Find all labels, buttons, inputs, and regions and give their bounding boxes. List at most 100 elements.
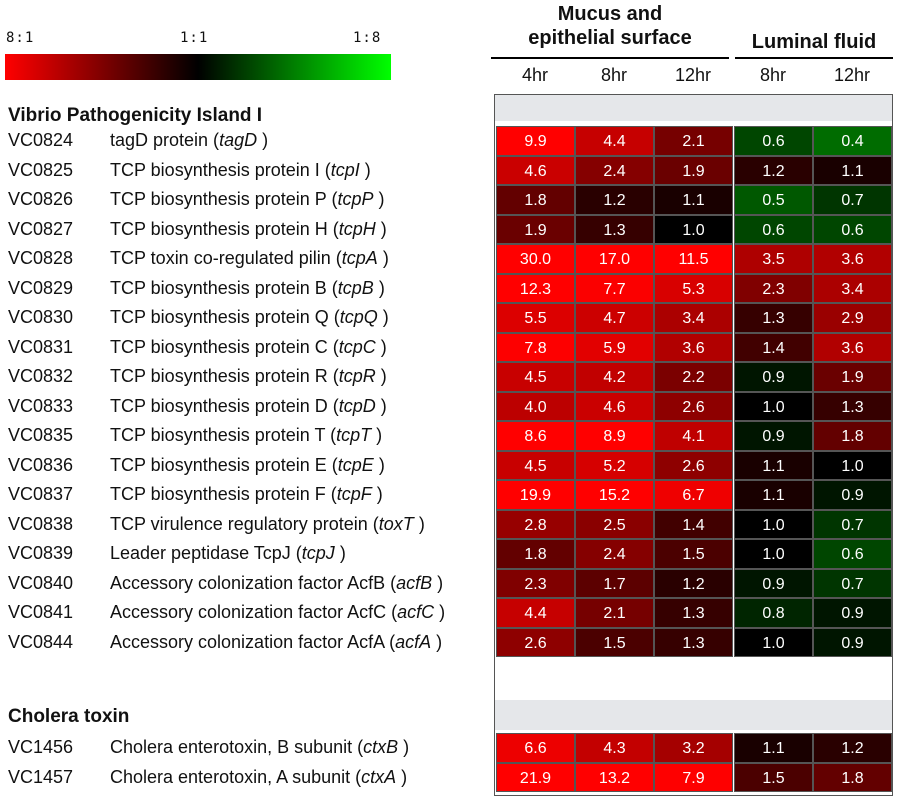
row-description: Cholera enterotoxin, B subunit (ctxB )	[110, 737, 410, 757]
row-description-text: TCP biosynthesis protein F (	[110, 484, 337, 504]
row-gene-symbol: tcpD	[338, 395, 376, 416]
row-gene-id: VC0837	[8, 484, 74, 504]
row-description-text: Cholera enterotoxin, A subunit (	[110, 766, 362, 787]
row-gene-id: VC0826	[8, 189, 74, 209]
heatmap-cell: 0.4	[813, 126, 892, 156]
row-description: TCP biosynthesis protein F (tcpF )	[110, 484, 383, 504]
row-gene-id: VC0836	[8, 454, 74, 475]
row-gene-id: VC0840	[8, 572, 74, 593]
heatmap-cell: 13.2	[575, 762, 654, 792]
legend-right-label: 1:8	[353, 30, 382, 46]
row-gene-id: VC0844	[8, 631, 74, 652]
row-description-text: TCP biosynthesis protein Q (	[110, 307, 340, 327]
heatmap-cell: 4.6	[575, 391, 654, 421]
heatmap-cell: 2.2	[654, 362, 733, 392]
heatmap-cell: 0.6	[813, 539, 892, 569]
heatmap-cell: 1.5	[654, 539, 733, 569]
heatmap-cell: 1.2	[813, 733, 892, 763]
row-description: TCP biosynthesis protein T (tcpT )	[110, 425, 383, 445]
row-gene-symbol: tcpC	[338, 336, 376, 357]
row-description: Accessory colonization factor AcfC (acfC…	[110, 602, 446, 622]
row-description: TCP biosynthesis protein C (tcpC )	[110, 336, 387, 357]
row-gene-symbol: tcpB	[337, 277, 374, 298]
row-description: TCP toxin co-regulated pilin (tcpA )	[110, 248, 389, 268]
row-description-text: TCP virulence regulatory protein (	[110, 513, 379, 534]
legend-gradient-bar	[5, 54, 391, 80]
row-description-text: TCP biosynthesis protein T (	[110, 425, 337, 445]
heatmap-cell: 4.0	[496, 391, 575, 421]
heatmap-cell: 4.2	[575, 362, 654, 392]
heatmap-cell: 1.7	[575, 568, 654, 598]
heatmap-cell: 6.6	[496, 733, 575, 763]
heatmap-cell: 0.9	[734, 421, 813, 451]
row-gene-id: VC0827	[8, 218, 74, 239]
heatmap-cell: 0.6	[813, 214, 892, 244]
row-gene-id: VC0839	[8, 543, 74, 563]
heatmap-cell: 0.6	[734, 126, 813, 156]
heatmap-cell: 7.9	[654, 762, 733, 792]
row-description-text: TCP biosynthesis protein R (	[110, 366, 339, 386]
row-gene-symbol: acfC	[397, 602, 435, 622]
time-label: 8hr	[759, 65, 786, 85]
group-header-mucus-line2: epithelial surface	[528, 27, 692, 49]
heatmap-cell: 1.0	[734, 391, 813, 421]
heatmap-cell: 3.4	[654, 303, 733, 333]
heatmap-cell: 4.7	[575, 303, 654, 333]
heatmap-cell: 1.8	[496, 185, 575, 215]
section-title-cholera: Cholera toxin	[8, 706, 130, 727]
row-gene-id: VC1456	[8, 737, 74, 757]
heatmap-cell: 1.1	[734, 480, 813, 510]
row-description-text: tagD protein (	[110, 130, 220, 150]
row-description: TCP virulence regulatory protein (toxT )	[110, 513, 425, 534]
row-gene-id: VC0835	[8, 425, 74, 445]
heatmap-cell: 2.6	[654, 450, 733, 480]
heatmap-cell: 2.6	[496, 627, 575, 657]
row-gene-symbol: ctxA	[361, 766, 397, 787]
row-description: Accessory colonization factor AcfB (acfB…	[110, 572, 444, 593]
heatmap-cell: 2.1	[575, 598, 654, 628]
heatmap-cell: 17.0	[575, 244, 654, 274]
heatmap-cell: 4.3	[575, 733, 654, 763]
row-gene-symbol: tcpI	[330, 159, 360, 180]
heatmap-cell: 7.8	[496, 332, 575, 362]
row-description-text: TCP biosynthesis protein D (	[110, 395, 339, 416]
row-gene-id: VC0831	[8, 336, 74, 357]
row-description: Leader peptidase TcpJ (tcpJ )	[110, 543, 346, 563]
group-header-luminal: Luminal fluid	[751, 31, 877, 53]
heatmap-cell: 21.9	[496, 762, 575, 792]
heatmap-cell: 8.6	[496, 421, 575, 451]
row-description: TCP biosynthesis protein I (tcpI )	[110, 159, 371, 180]
heatmap-cell: 1.2	[575, 185, 654, 215]
group-header-mucus-line1: Mucus and	[557, 3, 663, 25]
heatmap-cell: 2.8	[496, 509, 575, 539]
section-title-vpi: Vibrio Pathogenicity Island I	[8, 105, 263, 126]
heatmap-cell: 1.9	[654, 155, 733, 185]
heatmap-cell: 15.2	[575, 480, 654, 510]
row-description-text: Leader peptidase TcpJ (	[110, 543, 302, 563]
heatmap-cell: 1.8	[496, 539, 575, 569]
row-gene-symbol: tcpQ	[339, 307, 378, 327]
heatmap-cell: 1.5	[575, 627, 654, 657]
heatmap-cell: 0.6	[734, 214, 813, 244]
heatmap-cell: 1.0	[734, 627, 813, 657]
row-description: TCP biosynthesis protein Q (tcpQ )	[110, 307, 389, 327]
heatmap-cell: 2.6	[654, 391, 733, 421]
heatmap-cell: 19.9	[496, 480, 575, 510]
heatmap-cell: 1.2	[654, 568, 733, 598]
heatmap-cell: 2.3	[734, 273, 813, 303]
heatmap-cell: 1.9	[496, 214, 575, 244]
heatmap-cell: 1.8	[813, 762, 892, 792]
row-description-text: Accessory colonization factor AcfC (	[110, 602, 398, 622]
row-gene-symbol: tcpJ	[301, 543, 335, 563]
legend-left-label: 8:1	[6, 30, 35, 46]
heatmap-cell: 0.7	[813, 185, 892, 215]
row-gene-symbol: tcpE	[337, 454, 374, 475]
heatmap-cell: 5.5	[496, 303, 575, 333]
heatmap-cell: 1.0	[734, 509, 813, 539]
legend-mid-label: 1:1	[180, 30, 209, 46]
time-label: 4hr	[521, 65, 548, 85]
heatmap-cell: 1.3	[654, 598, 733, 628]
heatmap-cell: 1.1	[654, 185, 733, 215]
heatmap-cell: 1.1	[813, 155, 892, 185]
heatmap-cell: 3.6	[813, 244, 892, 274]
